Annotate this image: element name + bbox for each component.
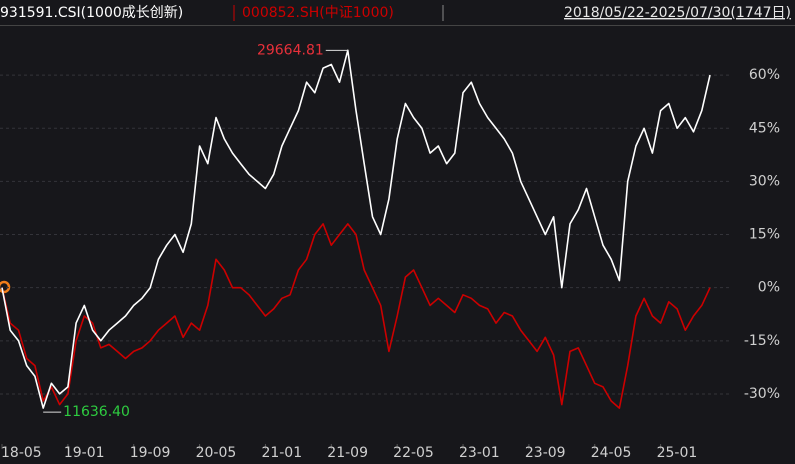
x-tick-label: 24-05 bbox=[591, 445, 632, 461]
y-tick-label: -15% bbox=[744, 333, 780, 349]
x-tick-label: 23-09 bbox=[525, 445, 566, 461]
y-tick-label: 15% bbox=[749, 227, 780, 243]
legend-entry: 931591.CSI(1000成长创新) bbox=[0, 5, 183, 21]
annotation: 29664.81 bbox=[257, 42, 324, 58]
series-line bbox=[1, 49, 711, 409]
x-tick-label: 19-09 bbox=[130, 445, 171, 461]
y-tick-label: -30% bbox=[744, 386, 780, 402]
x-tick-label: 21-01 bbox=[261, 445, 302, 461]
series-line bbox=[1, 223, 711, 409]
annotation: 11636.40 bbox=[63, 404, 130, 420]
x-tick-label: 25-01 bbox=[657, 445, 698, 461]
x-tick-label: 18-05 bbox=[1, 445, 42, 461]
x-tick-label: 22-05 bbox=[393, 445, 434, 461]
date-range[interactable]: 2018/05/22-2025/07/30(1747日) bbox=[564, 5, 791, 21]
y-tick-label: 30% bbox=[749, 173, 780, 189]
start-marker bbox=[0, 280, 11, 294]
x-tick-label: 20-05 bbox=[196, 445, 237, 461]
x-tick-label: 23-01 bbox=[459, 445, 500, 461]
y-tick-label: 60% bbox=[749, 67, 780, 83]
x-tick-label: 21-09 bbox=[327, 445, 368, 461]
x-tick-label: 19-01 bbox=[64, 445, 105, 461]
y-tick-label: 0% bbox=[758, 280, 780, 296]
legend-entry: 000852.SH(中证1000) bbox=[242, 5, 394, 21]
y-tick-label: 45% bbox=[749, 120, 780, 136]
